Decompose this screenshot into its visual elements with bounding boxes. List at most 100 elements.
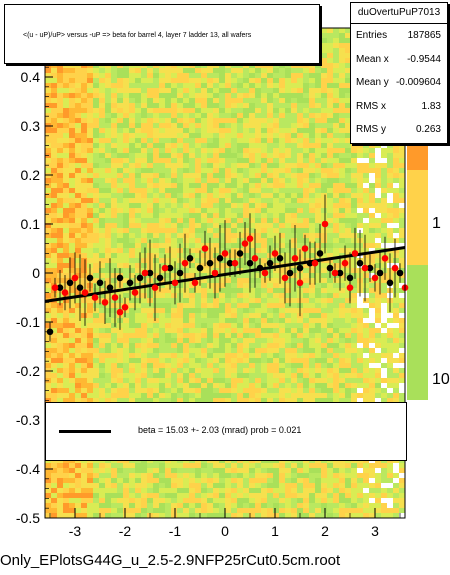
heatmap-cell bbox=[99, 73, 105, 78]
heatmap-cell bbox=[309, 148, 315, 153]
heatmap-cell bbox=[273, 108, 279, 113]
heatmap-cell bbox=[345, 118, 351, 123]
heatmap-cell bbox=[339, 133, 345, 138]
heatmap-cell bbox=[231, 63, 237, 68]
heatmap-cell bbox=[189, 298, 195, 303]
heatmap-cell bbox=[105, 143, 111, 148]
heatmap-cell bbox=[69, 388, 75, 393]
heatmap-cell bbox=[195, 208, 201, 213]
heatmap-cell bbox=[111, 98, 117, 103]
heatmap-cell bbox=[267, 238, 273, 243]
heatmap-cell bbox=[45, 228, 51, 233]
heatmap-cell bbox=[399, 183, 405, 188]
heatmap-cell bbox=[57, 113, 63, 118]
heatmap-cell bbox=[231, 358, 237, 363]
heatmap-cell bbox=[135, 348, 141, 353]
heatmap-cell bbox=[321, 43, 327, 48]
heatmap-cell bbox=[261, 358, 267, 363]
heatmap-cell bbox=[177, 193, 183, 198]
heatmap-cell bbox=[51, 208, 57, 213]
heatmap-cell bbox=[165, 318, 171, 323]
heatmap-cell bbox=[99, 188, 105, 193]
heatmap-cell bbox=[255, 353, 261, 358]
heatmap-cell bbox=[93, 318, 99, 323]
heatmap-cell bbox=[321, 388, 327, 393]
heatmap-cell bbox=[117, 243, 123, 248]
heatmap-cell bbox=[99, 303, 105, 308]
heatmap-cell bbox=[165, 198, 171, 203]
heatmap-cell bbox=[225, 228, 231, 233]
heatmap-cell bbox=[123, 268, 129, 273]
heatmap-cell bbox=[69, 263, 75, 268]
heatmap-cell bbox=[189, 328, 195, 333]
heatmap-cell bbox=[225, 318, 231, 323]
heatmap-cell bbox=[81, 348, 87, 353]
heatmap-cell bbox=[57, 373, 63, 378]
heatmap-cell bbox=[63, 73, 69, 78]
heatmap-cell bbox=[177, 178, 183, 183]
heatmap-cell bbox=[81, 73, 87, 78]
heatmap-cell bbox=[57, 173, 63, 178]
heatmap-cell bbox=[291, 188, 297, 193]
heatmap-cell bbox=[183, 153, 189, 158]
heatmap-cell bbox=[321, 193, 327, 198]
heatmap-cell bbox=[183, 228, 189, 233]
heatmap-cell bbox=[297, 78, 303, 83]
heatmap-cell bbox=[93, 373, 99, 378]
heatmap-cell bbox=[351, 223, 357, 228]
heatmap-cell bbox=[393, 308, 399, 313]
heatmap-cell bbox=[339, 258, 345, 263]
heatmap-cell bbox=[45, 248, 51, 253]
heatmap-cell bbox=[219, 83, 225, 88]
heatmap-cell bbox=[123, 318, 129, 323]
heatmap-cell bbox=[201, 263, 207, 268]
heatmap-cell bbox=[231, 333, 237, 338]
heatmap-cell bbox=[387, 228, 393, 233]
heatmap-cell bbox=[261, 153, 267, 158]
heatmap-cell bbox=[81, 328, 87, 333]
heatmap-cell bbox=[381, 178, 387, 183]
heatmap-cell bbox=[315, 278, 321, 283]
heatmap-cell bbox=[213, 378, 219, 383]
heatmap-cell bbox=[111, 173, 117, 178]
heatmap-cell bbox=[219, 98, 225, 103]
heatmap-cell bbox=[231, 143, 237, 148]
heatmap-cell bbox=[183, 183, 189, 188]
heatmap-cell bbox=[177, 343, 183, 348]
heatmap-cell bbox=[285, 348, 291, 353]
heatmap-cell bbox=[165, 248, 171, 253]
heatmap-cell bbox=[123, 208, 129, 213]
heatmap-cell bbox=[243, 173, 249, 178]
heatmap-cell bbox=[237, 133, 243, 138]
heatmap-cell bbox=[363, 328, 369, 333]
heatmap-cell bbox=[249, 398, 255, 403]
heatmap-cell bbox=[267, 398, 273, 403]
heatmap-cell bbox=[339, 333, 345, 338]
heatmap-cell bbox=[105, 138, 111, 143]
heatmap-cell bbox=[393, 238, 399, 243]
heatmap-cell bbox=[123, 353, 129, 358]
heatmap-cell bbox=[45, 253, 51, 258]
heatmap-cell bbox=[333, 323, 339, 328]
heatmap-cell bbox=[225, 68, 231, 73]
heatmap-cell bbox=[315, 223, 321, 228]
heatmap-cell bbox=[225, 178, 231, 183]
heatmap-cell bbox=[327, 253, 333, 258]
heatmap-cell bbox=[93, 353, 99, 358]
heatmap-cell bbox=[375, 393, 381, 398]
heatmap-cell bbox=[339, 368, 345, 373]
heatmap-cell bbox=[339, 103, 345, 108]
heatmap-cell bbox=[153, 313, 159, 318]
heatmap-cell bbox=[351, 333, 357, 338]
heatmap-cell bbox=[237, 93, 243, 98]
heatmap-cell bbox=[75, 153, 81, 158]
heatmap-cell bbox=[375, 398, 381, 403]
heatmap-cell bbox=[237, 303, 243, 308]
heatmap-cell bbox=[261, 163, 267, 168]
heatmap-cell bbox=[213, 93, 219, 98]
heatmap-cell bbox=[327, 163, 333, 168]
heatmap-cell bbox=[231, 323, 237, 328]
heatmap-cell bbox=[99, 213, 105, 218]
heatmap-cell bbox=[339, 243, 345, 248]
heatmap-cell bbox=[75, 188, 81, 193]
